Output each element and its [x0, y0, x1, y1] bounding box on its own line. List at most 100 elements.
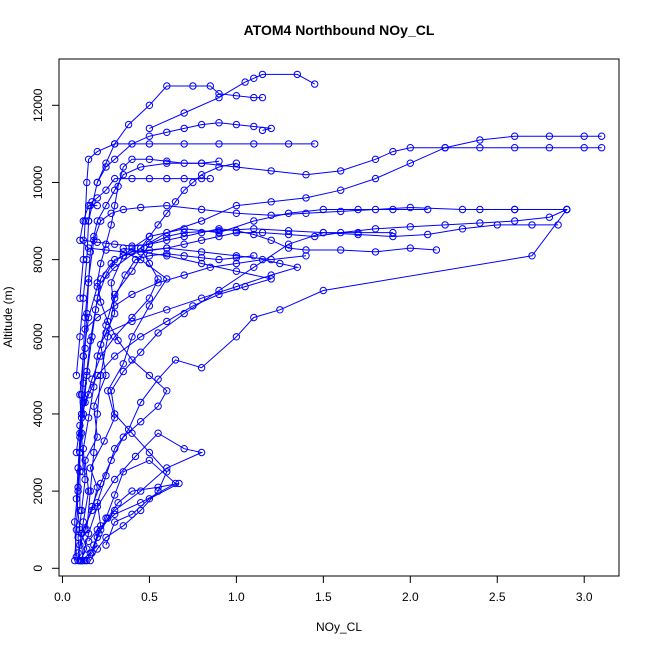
data-point — [180, 271, 188, 279]
series-15 — [86, 228, 397, 565]
data-point — [528, 221, 536, 229]
data-point — [241, 78, 249, 86]
data-point — [215, 228, 223, 237]
series-line — [79, 205, 567, 511]
data-point — [258, 255, 267, 264]
data-point — [145, 140, 154, 148]
series-line — [81, 247, 272, 415]
data-point — [154, 221, 162, 229]
data-point — [128, 333, 136, 341]
series-line — [86, 209, 568, 561]
data-point — [311, 80, 319, 88]
data-point — [545, 132, 554, 140]
data-point — [232, 120, 241, 129]
data-point — [137, 333, 145, 341]
data-point — [180, 109, 188, 117]
data-point — [97, 479, 105, 488]
data-point — [476, 136, 484, 144]
y-axis: 0 2000 4000 6000 8000 10000 12000 — [31, 88, 60, 572]
data-point — [137, 163, 145, 171]
data-point — [102, 201, 110, 210]
series-1 — [74, 205, 432, 565]
data-point — [111, 240, 119, 248]
data-point — [111, 506, 119, 515]
data-point — [371, 225, 380, 233]
data-point — [128, 290, 136, 299]
x-tick-label: 3.0 — [576, 590, 593, 604]
data-point — [77, 414, 86, 422]
data-point — [154, 275, 162, 283]
data-point — [86, 336, 95, 345]
data-point — [154, 329, 162, 337]
data-point — [93, 433, 102, 441]
data-point — [250, 263, 258, 271]
data-point — [206, 82, 215, 90]
data-point — [86, 201, 95, 210]
data-point — [232, 259, 241, 268]
data-point — [86, 487, 95, 495]
series-line — [75, 162, 237, 453]
data-point — [90, 236, 98, 245]
data-point — [102, 541, 110, 549]
data-point — [180, 174, 188, 183]
data-point — [71, 518, 79, 526]
y-tick-label: 10000 — [31, 165, 45, 199]
series-line — [77, 158, 220, 554]
data-point — [580, 132, 588, 140]
data-point — [79, 236, 88, 245]
data-point — [232, 267, 241, 275]
data-point — [93, 194, 102, 202]
data-point — [389, 205, 397, 214]
data-point — [93, 279, 102, 287]
series-line — [75, 247, 307, 561]
x-tick-label: 0.0 — [54, 590, 71, 604]
data-point — [406, 223, 414, 231]
data-point — [128, 487, 136, 495]
data-point — [215, 225, 223, 233]
data-point — [119, 171, 128, 179]
data-point — [232, 282, 241, 291]
data-point — [302, 194, 310, 202]
data-point — [74, 533, 82, 542]
data-point — [111, 518, 119, 526]
data-point — [389, 228, 397, 237]
data-point — [72, 448, 81, 457]
data-point — [97, 259, 105, 268]
data-point — [163, 387, 171, 395]
data-point — [267, 236, 275, 245]
data-point — [319, 228, 327, 237]
data-point — [128, 267, 136, 275]
data-point — [107, 209, 115, 218]
data-point — [215, 90, 223, 98]
data-point — [83, 178, 91, 187]
data-point — [145, 259, 154, 268]
data-point — [128, 313, 136, 322]
y-tick-label: 6000 — [31, 323, 45, 350]
data-point — [163, 306, 171, 314]
data-point — [302, 246, 310, 254]
data-point — [154, 429, 162, 437]
data-point — [389, 232, 397, 241]
data-point — [128, 242, 136, 250]
data-point — [145, 101, 154, 110]
data-point — [93, 545, 102, 553]
data-point — [180, 124, 188, 133]
data-point — [371, 205, 380, 214]
data-point — [197, 364, 206, 372]
data-point — [93, 178, 102, 187]
series-10 — [76, 140, 319, 302]
data-point — [337, 167, 345, 175]
data-point — [76, 236, 84, 245]
data-point — [563, 205, 571, 214]
data-point — [111, 475, 119, 484]
x-tick-label: 2.0 — [402, 590, 419, 604]
data-point — [84, 537, 93, 545]
series-14 — [79, 225, 441, 256]
data-point — [293, 263, 301, 271]
data-point — [137, 418, 145, 426]
data-point — [180, 159, 188, 167]
data-point — [111, 263, 119, 271]
data-point — [189, 302, 197, 310]
data-point — [197, 205, 206, 214]
x-axis-label: NOy_CL — [316, 620, 362, 634]
